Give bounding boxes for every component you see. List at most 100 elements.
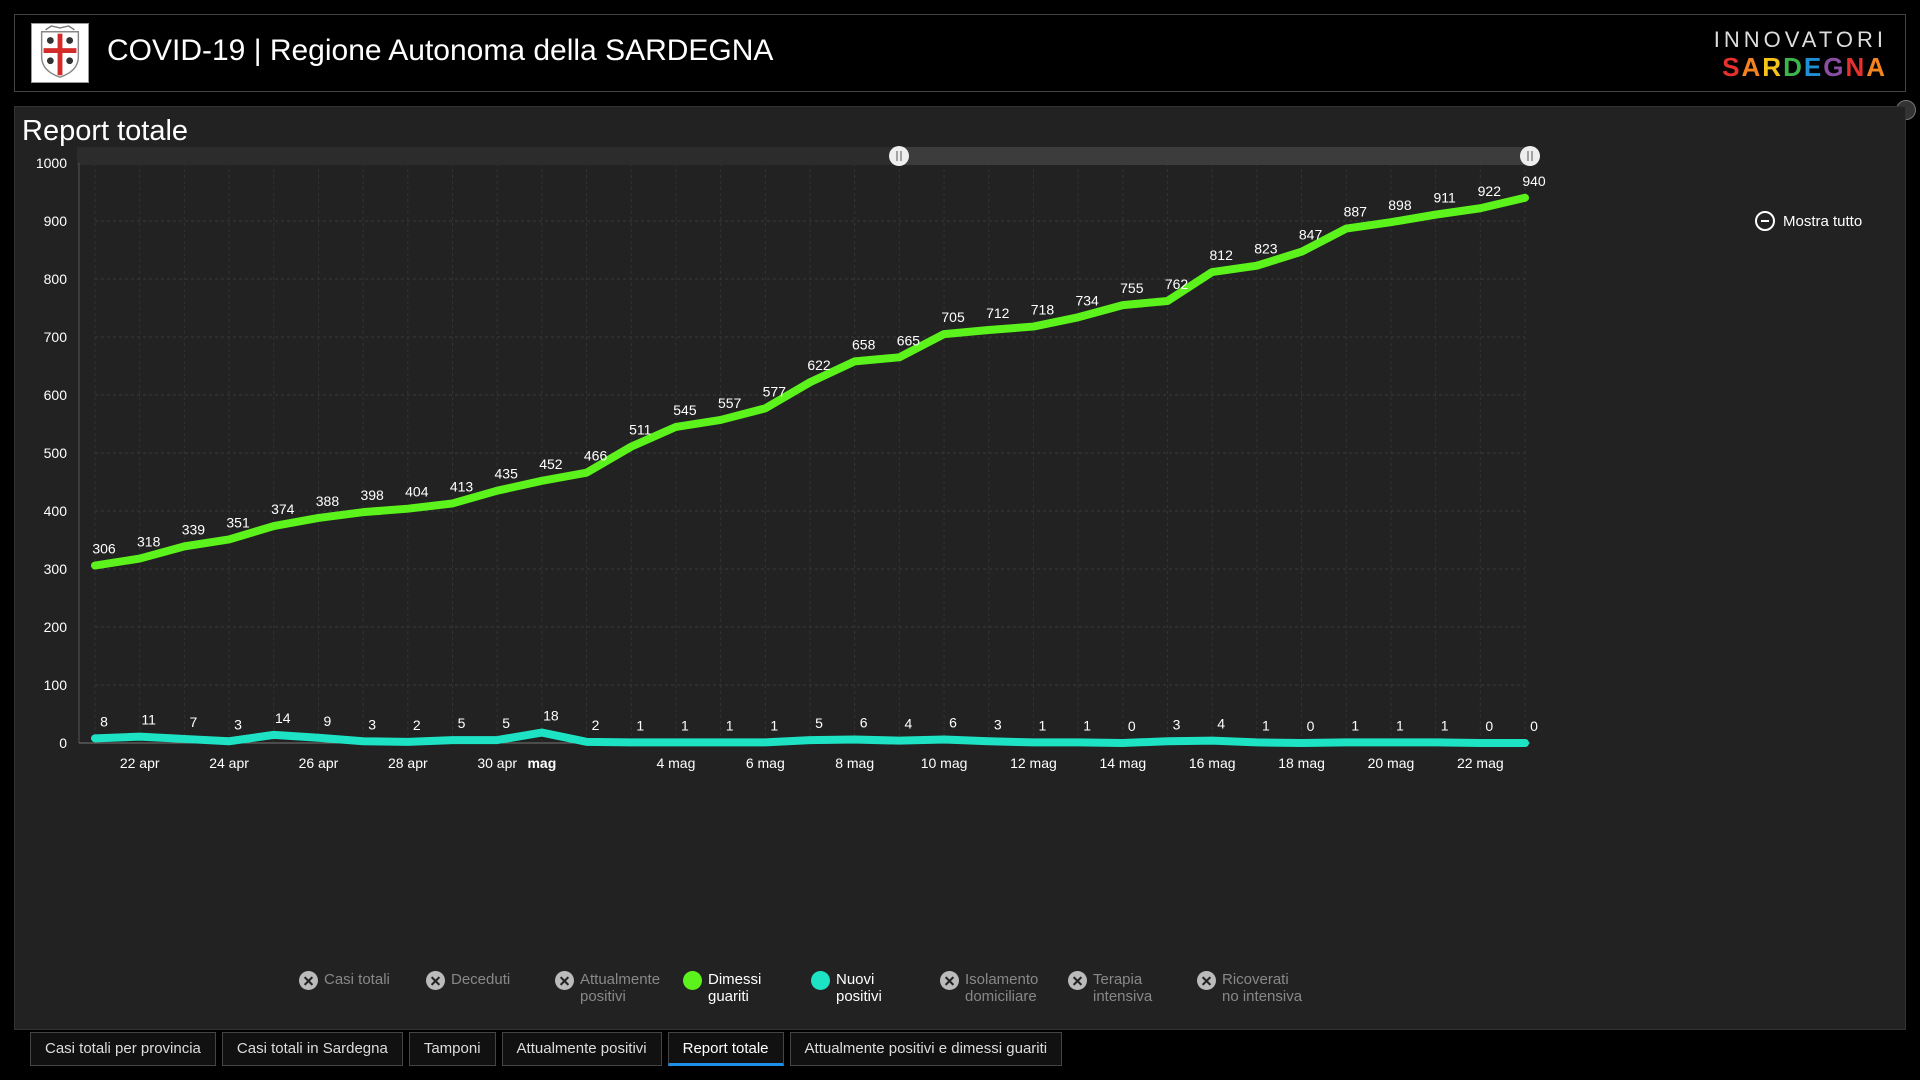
tab[interactable]: Report totale: [667, 1032, 784, 1066]
x-tick-label: 6 mag: [746, 755, 785, 771]
chart-panel: Report totale 0 100 200 300 400 500 600 700 800 9…: [14, 106, 1906, 1030]
tab[interactable]: Casi totali per provincia: [30, 1032, 216, 1066]
data-label: 318: [137, 534, 161, 550]
data-label: 755: [1120, 280, 1144, 296]
x-tick-label: 30 apr: [477, 755, 517, 771]
series-point: [1479, 207, 1482, 210]
data-label: 1: [1083, 717, 1091, 733]
data-label: 452: [539, 456, 563, 472]
x-axis: 22 apr 24 apr 26 apr 28 apr 30 apr mag 4 mag 6 …: [79, 742, 1530, 771]
legend-label: Casi totali: [324, 971, 390, 988]
y-tick-label: 600: [44, 387, 68, 403]
y-tick-label: 700: [44, 329, 68, 345]
series-point: [1300, 250, 1303, 253]
brand-top-text: INNOVATORI: [1713, 27, 1887, 52]
series-point: [1255, 741, 1258, 744]
series-point: [496, 739, 499, 742]
series-point: [183, 545, 186, 548]
data-label: 705: [941, 309, 965, 325]
data-label: 762: [1165, 276, 1189, 292]
x-tick-label: 10 mag: [921, 755, 968, 771]
data-label: 1: [1262, 717, 1270, 733]
series-point: [809, 381, 811, 384]
legend-item[interactable]: Dimessi guariti: [683, 971, 793, 1005]
data-label: 5: [502, 715, 510, 731]
series-point: [1166, 300, 1169, 303]
tab[interactable]: Tamponi: [408, 1032, 496, 1066]
x-tick-label: mag: [527, 755, 556, 771]
data-label: 557: [718, 395, 742, 411]
legend-disabled-icon: [555, 971, 574, 990]
y-tick-label: 800: [44, 271, 68, 287]
series-point: [1389, 741, 1392, 744]
data-label: 306: [92, 541, 116, 557]
x-tick-label: 26 apr: [299, 755, 339, 771]
legend-item[interactable]: Nuovi positivi: [811, 971, 921, 1005]
tab[interactable]: Attualmente positivi e dimessi guariti: [789, 1032, 1063, 1066]
series-point: [943, 738, 946, 741]
series-point: [1345, 227, 1348, 230]
data-label: 1: [1351, 717, 1359, 733]
y-tick-label: 300: [44, 561, 68, 577]
data-label: 718: [1031, 302, 1055, 318]
series-point: [1345, 741, 1348, 744]
legend-marker: [683, 971, 702, 990]
data-label: 5: [815, 715, 823, 731]
data-label: 2: [592, 717, 600, 733]
data-label: 0: [1485, 718, 1493, 734]
data-label: 1: [726, 717, 734, 733]
scrollbar-grip-1: [1520, 146, 1540, 166]
legend-item[interactable]: Isolamento domiciliare: [940, 971, 1050, 1005]
series-point: [674, 741, 677, 744]
dashboard-tabs: Casi totali per provincia Casi totali in …: [30, 1032, 1063, 1066]
series-point: [1434, 213, 1437, 216]
legend-label: Isolamento domiciliare: [965, 971, 1039, 1005]
data-label: 622: [807, 357, 831, 373]
data-label: 712: [986, 305, 1010, 321]
data-label: 3: [234, 716, 242, 732]
data-label: 3: [1173, 716, 1181, 732]
tab[interactable]: Casi totali in Sardegna: [221, 1032, 403, 1066]
legend-item[interactable]: Terapia intensiva: [1068, 971, 1178, 1005]
data-label: 887: [1344, 204, 1368, 220]
series-point: [987, 740, 990, 743]
series-point: [362, 511, 365, 514]
series-point: [1121, 742, 1124, 744]
data-label: 911: [1433, 190, 1456, 206]
data-label: 7: [189, 714, 197, 730]
tab[interactable]: Attualmente positivi: [501, 1032, 662, 1066]
legend-item[interactable]: Deceduti: [426, 971, 510, 990]
data-label: 398: [360, 487, 384, 503]
series-point: [719, 418, 722, 421]
show-all-button[interactable]: Mostra tutto: [1755, 211, 1862, 231]
legend-item[interactable]: Ricoverati no intensiva: [1197, 971, 1307, 1005]
series-point: [585, 740, 588, 743]
x-tick-label: 24 apr: [209, 755, 249, 771]
series-point: [540, 479, 543, 482]
data-label: 6: [949, 715, 957, 731]
series-point: [540, 731, 543, 734]
legend-item[interactable]: Casi totali: [299, 971, 390, 990]
data-label: 511: [629, 422, 652, 438]
data-label: 1: [1396, 717, 1404, 733]
data-label: 374: [271, 501, 295, 517]
y-tick-label: 500: [44, 445, 68, 461]
series-point: [630, 445, 633, 448]
data-label: 0: [1128, 718, 1136, 734]
x-tick-label: 22 apr: [120, 755, 160, 771]
legend-label: Attualmente positivi: [580, 971, 661, 1005]
y-tick-label: 200: [44, 619, 68, 635]
data-label: 3: [368, 716, 376, 732]
legend-item[interactable]: Attualmente positivi: [555, 971, 665, 1005]
series-point: [1077, 741, 1080, 744]
legend-disabled-icon: [426, 971, 445, 990]
series-point: [853, 738, 856, 741]
data-label: 0: [1307, 718, 1315, 734]
legend-marker: [811, 971, 830, 990]
series-point: [228, 740, 231, 743]
series-point: [1077, 316, 1080, 319]
legend-disabled-icon: [940, 971, 959, 990]
data-label: 388: [316, 493, 340, 509]
